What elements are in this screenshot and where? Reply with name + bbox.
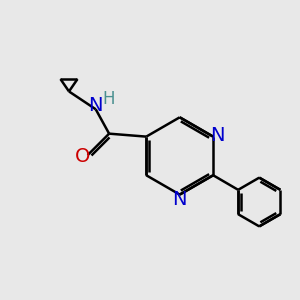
Text: N: N — [210, 126, 225, 145]
Text: O: O — [75, 147, 90, 166]
Text: H: H — [102, 90, 115, 108]
Text: N: N — [88, 96, 102, 115]
Text: N: N — [172, 190, 187, 208]
